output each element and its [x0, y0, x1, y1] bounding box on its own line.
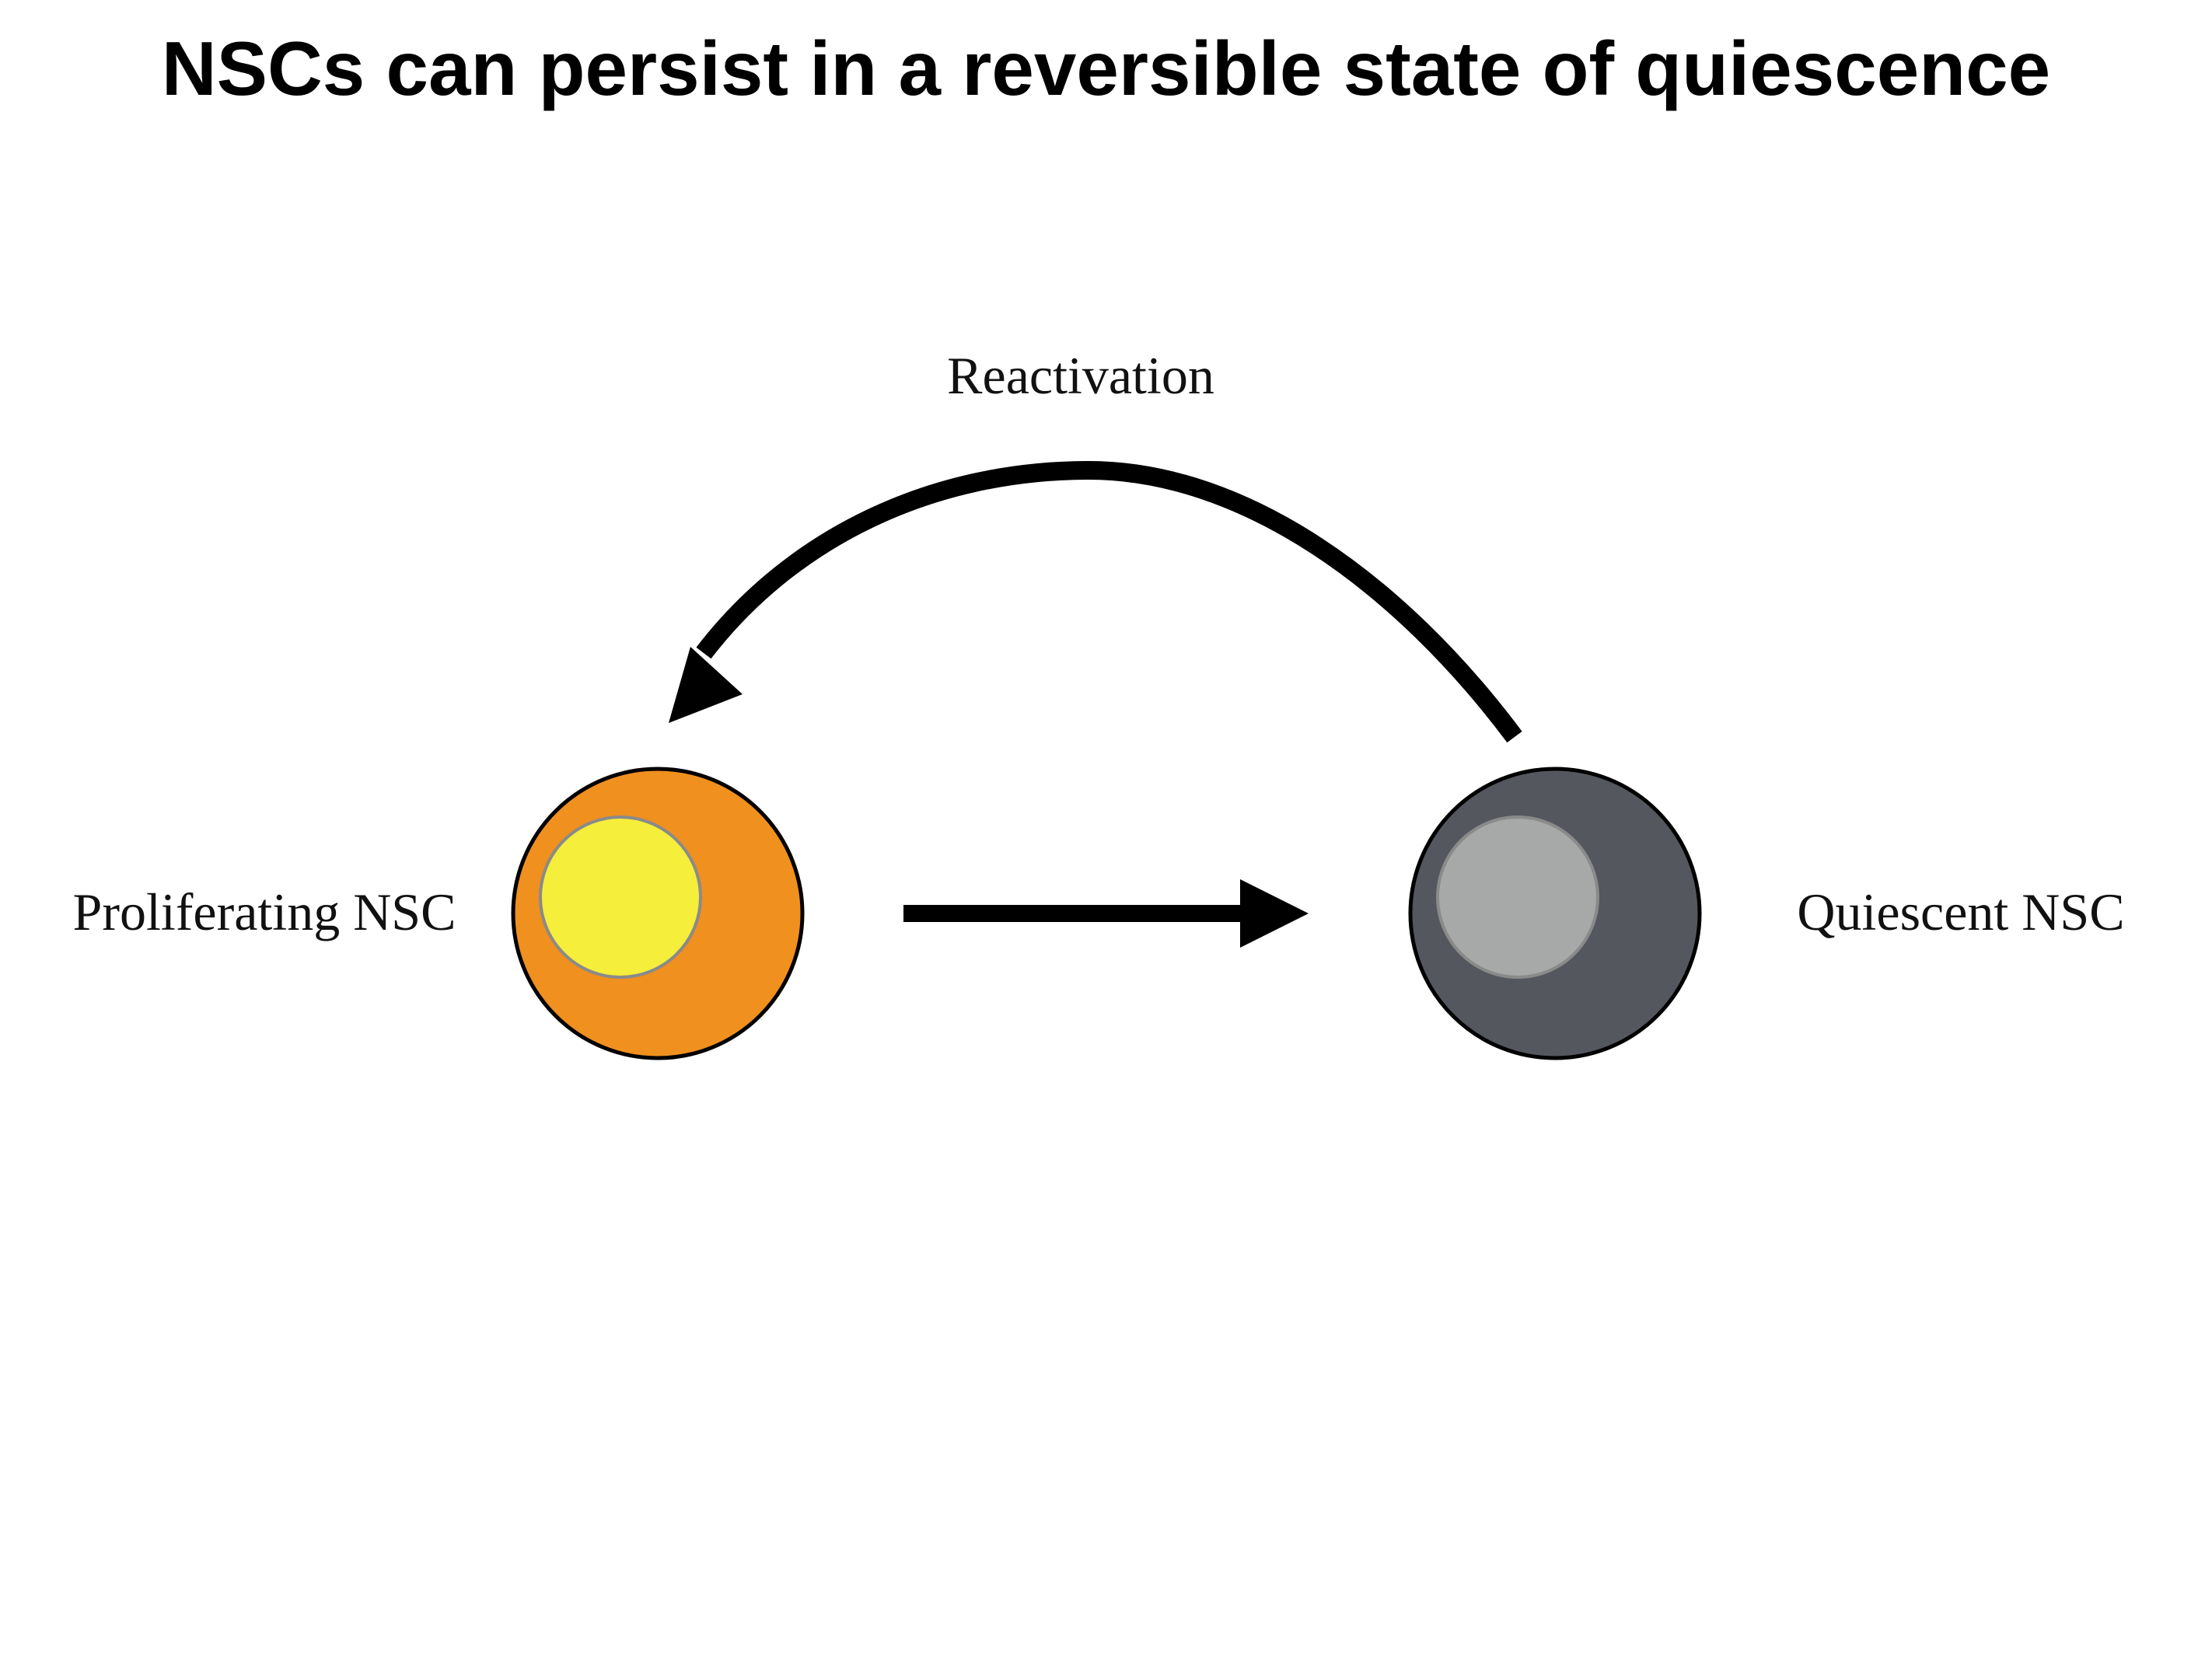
quiescent-nucleus — [1436, 816, 1599, 979]
reactivation-label: Reactivation — [947, 346, 1214, 405]
quiescent-label: Quiescent NSC — [1797, 882, 2124, 941]
proliferating-label: Proliferating NSC — [73, 882, 456, 941]
quiescence-arrow — [903, 879, 1309, 948]
slide-title: NSCs can persist in a reversible state o… — [161, 26, 2051, 111]
reactivation-arrow-shaft — [696, 460, 1522, 743]
proliferating-nucleus — [539, 816, 702, 979]
quiescence-arrowhead — [1240, 879, 1309, 948]
proliferating-nsc — [511, 767, 805, 1060]
reactivation-arrowhead — [669, 647, 743, 723]
quiescence-arrow-shaft — [903, 905, 1246, 922]
reactivation-arrow — [669, 460, 1522, 743]
quiescent-nsc — [1408, 767, 1702, 1060]
